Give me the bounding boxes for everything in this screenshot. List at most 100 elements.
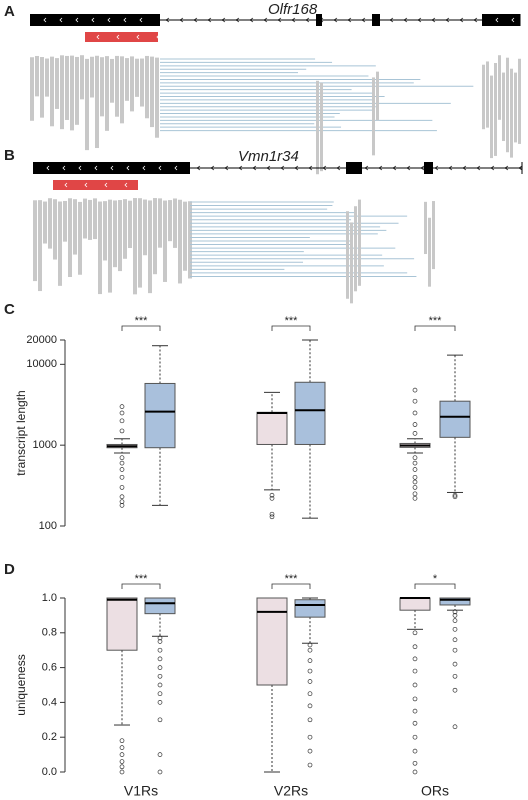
y-axis-label: uniqueness <box>14 654 28 715</box>
strand-arrow <box>224 165 229 171</box>
strand-arrow <box>46 165 50 171</box>
significance-label: * <box>433 573 438 585</box>
read-pile <box>316 80 319 175</box>
read-pile <box>33 200 37 282</box>
strand-arrow <box>473 17 478 23</box>
read-pile <box>148 200 152 294</box>
strand-arrow <box>406 165 411 171</box>
outlier <box>119 759 125 764</box>
outlier <box>452 618 458 623</box>
outlier <box>412 491 418 497</box>
outlier <box>119 494 125 500</box>
outlier <box>307 668 313 674</box>
read-pile <box>135 58 139 97</box>
outlier <box>412 422 418 427</box>
box <box>256 411 288 445</box>
strand-arrow <box>364 165 369 171</box>
outlier <box>119 467 125 472</box>
outlier <box>307 647 313 653</box>
read-pile <box>60 55 64 130</box>
read-pile <box>130 56 134 112</box>
read-pile <box>510 68 513 158</box>
strand-arrow <box>280 165 285 171</box>
strand-arrow <box>476 165 481 171</box>
outlier <box>412 398 418 404</box>
outlier <box>119 410 125 416</box>
strand-arrow <box>277 17 282 23</box>
outlier <box>412 474 418 480</box>
read-pile <box>514 72 517 143</box>
strand-arrow <box>459 17 464 23</box>
read-pile <box>143 199 147 256</box>
read-pile <box>346 211 349 299</box>
strand-arrow <box>165 17 170 23</box>
strand-arrow <box>504 165 509 171</box>
strand-arrow <box>139 17 143 23</box>
read-pile <box>65 55 69 120</box>
strand-arrow <box>252 165 257 171</box>
outlier <box>412 479 418 485</box>
strand-arrow <box>75 17 79 23</box>
outlier <box>269 511 275 517</box>
read-pile <box>486 61 489 128</box>
box <box>399 597 431 611</box>
outlier <box>412 485 418 490</box>
strand-arrow <box>249 17 254 23</box>
read-pile <box>63 200 67 242</box>
strand-arrow <box>495 17 499 23</box>
read-pile <box>30 57 34 121</box>
strand-arrow <box>174 165 178 171</box>
read-pile <box>38 200 42 292</box>
x-tick-label: V2Rs <box>274 783 308 799</box>
significance-bracket <box>414 583 456 589</box>
outlier <box>412 682 418 688</box>
strand-arrow <box>123 17 127 23</box>
read-pile <box>105 56 109 131</box>
read-pile <box>113 200 117 268</box>
box <box>294 599 326 618</box>
outlier <box>157 717 163 723</box>
outlier <box>412 656 418 662</box>
outlier <box>452 687 458 693</box>
strand-arrow <box>448 165 453 171</box>
read-pile <box>168 200 172 242</box>
outlier <box>269 492 275 498</box>
read-pile <box>490 75 493 159</box>
outlier <box>412 630 418 636</box>
read-pile <box>502 72 505 142</box>
outlier <box>452 724 458 730</box>
read-pile <box>100 57 104 117</box>
outlier <box>307 717 313 723</box>
outlier <box>452 661 458 667</box>
panel-label: D <box>4 561 15 578</box>
outlier <box>157 752 163 757</box>
outlier <box>452 613 458 618</box>
outlier <box>119 738 125 744</box>
strand-arrow <box>158 165 162 171</box>
read-pile <box>115 55 119 117</box>
read-pile <box>173 198 177 248</box>
strand-arrow <box>210 165 215 171</box>
strand-arrow <box>94 165 98 171</box>
outlier <box>119 752 125 757</box>
read-pile <box>95 55 99 149</box>
read-pile <box>88 199 92 240</box>
outlier <box>412 734 418 740</box>
strand-arrow <box>511 17 515 23</box>
outlier <box>307 703 313 709</box>
strand-arrow <box>266 165 271 171</box>
read-pile <box>103 201 107 261</box>
strand-arrow <box>142 165 146 171</box>
read-pile <box>494 63 497 156</box>
outlier <box>157 769 163 775</box>
y-axis-label: transcript length <box>14 390 28 475</box>
exon <box>372 14 380 26</box>
read-pile <box>150 56 154 128</box>
read-pile <box>183 201 187 271</box>
strand-arrow <box>518 165 523 171</box>
outlier <box>307 748 313 754</box>
outlier <box>307 679 313 684</box>
panel-label: C <box>4 301 15 318</box>
strand-arrow <box>84 182 88 188</box>
strand-arrow <box>126 165 130 171</box>
